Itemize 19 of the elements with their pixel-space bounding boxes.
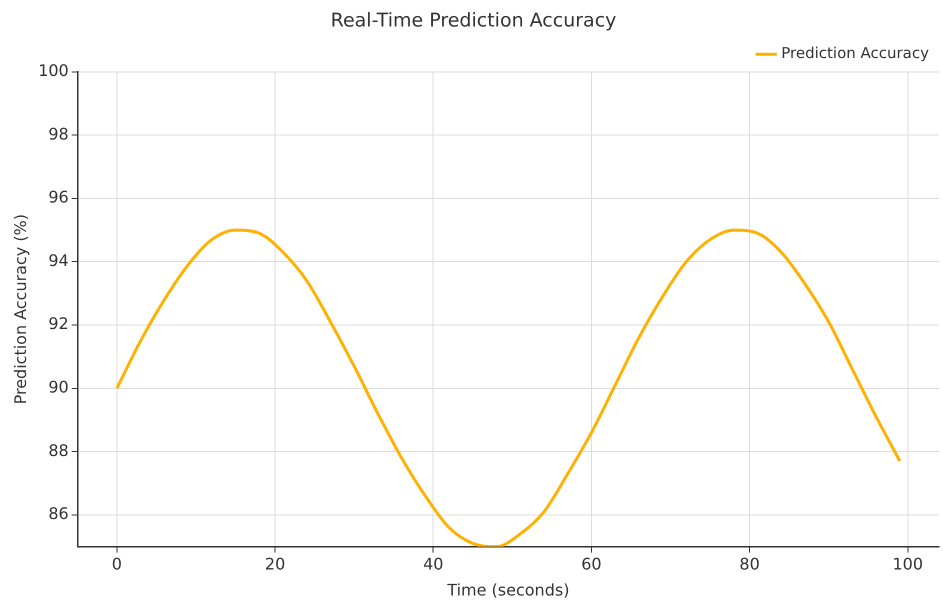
x-tick-label: 0 (112, 554, 122, 574)
y-tick-label: 88 (48, 440, 69, 460)
y-tick-label: 90 (48, 377, 69, 396)
line-series (115, 228, 902, 547)
y-tick-label: 96 (48, 188, 69, 207)
y-tick-label: 98 (48, 124, 69, 144)
y-tick-label: 94 (48, 250, 69, 270)
chart-title: Real-Time Prediction Accuracy (330, 9, 616, 32)
x-tick-label: 40 (423, 554, 444, 574)
x-axis-title: Time (seconds) (446, 580, 570, 600)
x-tick-label: 100 (892, 554, 924, 574)
y-tick-label: 86 (48, 504, 69, 524)
y-tick-label: 100 (38, 60, 69, 80)
legend-label: Prediction Accuracy (781, 44, 930, 62)
x-tick-label: 80 (739, 554, 760, 574)
y-axis-title: Prediction Accuracy (%) (10, 214, 30, 404)
x-tick-label: 20 (264, 554, 286, 574)
x-tick-label: 60 (581, 554, 602, 574)
y-tick-label: 92 (48, 314, 69, 334)
